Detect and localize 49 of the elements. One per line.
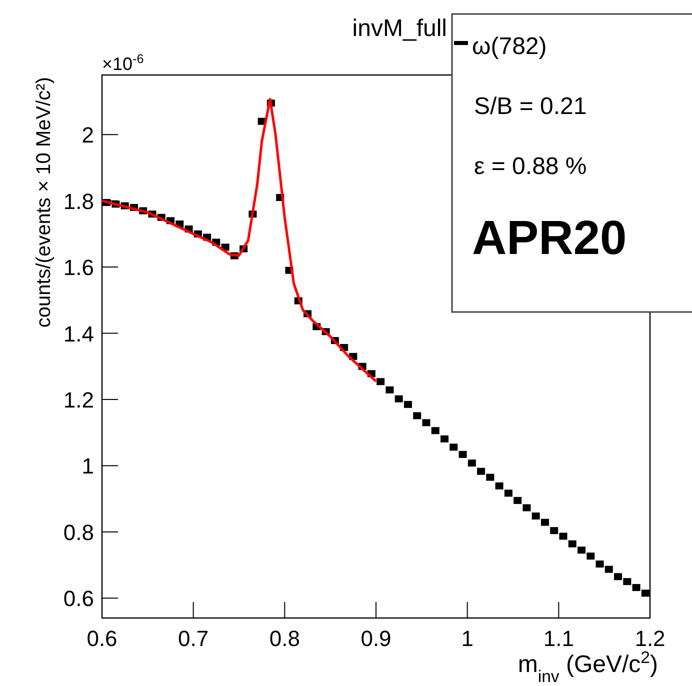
point bbox=[386, 386, 394, 394]
y-tick-label: 1.8 bbox=[63, 188, 94, 214]
point bbox=[504, 490, 512, 497]
point bbox=[614, 573, 622, 580]
point bbox=[514, 496, 522, 504]
annotation: APR20 bbox=[472, 212, 627, 265]
point bbox=[394, 395, 403, 402]
point bbox=[440, 435, 448, 442]
point bbox=[578, 546, 586, 554]
point bbox=[540, 518, 549, 526]
text: ×10$^{-6}$ bbox=[102, 52, 144, 74]
y-tick-label: 2 bbox=[82, 122, 94, 148]
x-tick-label: 1 bbox=[461, 626, 474, 651]
point bbox=[413, 412, 422, 420]
point bbox=[495, 482, 504, 490]
point bbox=[477, 468, 486, 475]
y-tick-label: 1.6 bbox=[63, 255, 94, 280]
point bbox=[404, 400, 412, 408]
point bbox=[586, 552, 595, 560]
y-tick-label: 0.6 bbox=[63, 586, 94, 612]
point bbox=[486, 474, 494, 481]
chart-title: invM_full bbox=[352, 15, 447, 42]
point bbox=[422, 419, 430, 426]
point bbox=[623, 578, 632, 586]
point bbox=[641, 590, 650, 597]
y-tick-label: 1.2 bbox=[63, 387, 94, 412]
point bbox=[376, 378, 385, 386]
x-tick-label: 0.8 bbox=[269, 626, 300, 651]
point bbox=[431, 427, 440, 434]
point bbox=[559, 532, 568, 540]
y-tick-label: 0.8 bbox=[63, 520, 94, 545]
point bbox=[450, 444, 458, 451]
point bbox=[632, 584, 640, 592]
point bbox=[568, 540, 576, 548]
y-tick-label: 1 bbox=[82, 454, 94, 479]
legend-label: ω(782) bbox=[472, 33, 547, 60]
point bbox=[468, 460, 476, 467]
point bbox=[522, 504, 531, 512]
point bbox=[550, 527, 558, 534]
point bbox=[458, 450, 467, 458]
y-tick-label: 1.4 bbox=[63, 321, 94, 346]
x-tick-label: 0.9 bbox=[360, 626, 392, 651]
annotation: S/B = 0.21 bbox=[474, 93, 587, 120]
point bbox=[604, 566, 613, 573]
y-axis-title: counts/(events × 10 MeV/c²) bbox=[33, 77, 55, 328]
point bbox=[596, 560, 604, 568]
x-tick-label: 0.7 bbox=[178, 626, 209, 651]
annotation: ε = 0.88 % bbox=[474, 153, 587, 180]
point bbox=[532, 512, 540, 520]
